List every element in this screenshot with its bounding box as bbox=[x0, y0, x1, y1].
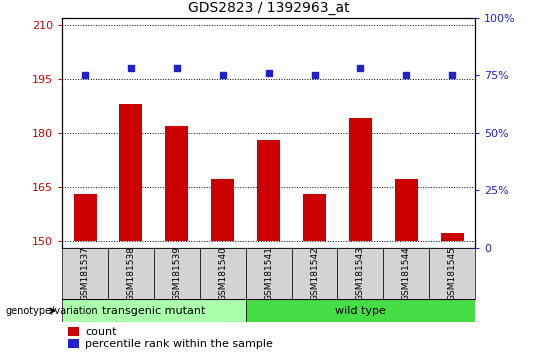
Point bbox=[448, 72, 456, 78]
Bar bbox=[395, 179, 418, 241]
Bar bbox=[246, 248, 292, 299]
Text: GSM181540: GSM181540 bbox=[218, 246, 227, 301]
Bar bbox=[119, 104, 143, 241]
Point bbox=[356, 65, 365, 71]
Bar bbox=[441, 233, 464, 241]
Point bbox=[126, 65, 135, 71]
Bar bbox=[200, 248, 246, 299]
Text: GSM181537: GSM181537 bbox=[80, 246, 90, 301]
Bar bbox=[62, 299, 246, 322]
Text: GSM181544: GSM181544 bbox=[402, 246, 411, 301]
Text: GSM181542: GSM181542 bbox=[310, 246, 319, 301]
Text: GSM181541: GSM181541 bbox=[264, 246, 273, 301]
Bar bbox=[211, 179, 234, 241]
Bar bbox=[154, 248, 200, 299]
Text: percentile rank within the sample: percentile rank within the sample bbox=[85, 339, 273, 349]
Bar bbox=[338, 248, 383, 299]
Text: GSM181543: GSM181543 bbox=[356, 246, 365, 301]
Bar bbox=[246, 299, 475, 322]
Bar bbox=[292, 248, 338, 299]
Bar bbox=[349, 118, 372, 241]
Point bbox=[172, 65, 181, 71]
Point bbox=[310, 72, 319, 78]
Bar bbox=[303, 194, 326, 241]
Point bbox=[218, 72, 227, 78]
Text: genotype/variation: genotype/variation bbox=[5, 306, 98, 316]
Bar bbox=[62, 248, 108, 299]
Point bbox=[81, 72, 90, 78]
Bar bbox=[68, 327, 79, 336]
Text: GSM181539: GSM181539 bbox=[172, 246, 181, 301]
Bar bbox=[429, 248, 475, 299]
Text: count: count bbox=[85, 327, 117, 337]
Point bbox=[265, 70, 273, 76]
Text: GSM181538: GSM181538 bbox=[126, 246, 136, 301]
Bar bbox=[165, 126, 188, 241]
Bar bbox=[383, 248, 429, 299]
Bar bbox=[257, 140, 280, 241]
Point bbox=[402, 72, 410, 78]
Bar bbox=[68, 339, 79, 348]
Text: wild type: wild type bbox=[335, 306, 386, 316]
Text: transgenic mutant: transgenic mutant bbox=[102, 306, 206, 316]
Title: GDS2823 / 1392963_at: GDS2823 / 1392963_at bbox=[188, 1, 349, 15]
Bar bbox=[108, 248, 154, 299]
Bar bbox=[73, 194, 97, 241]
Text: GSM181545: GSM181545 bbox=[448, 246, 457, 301]
